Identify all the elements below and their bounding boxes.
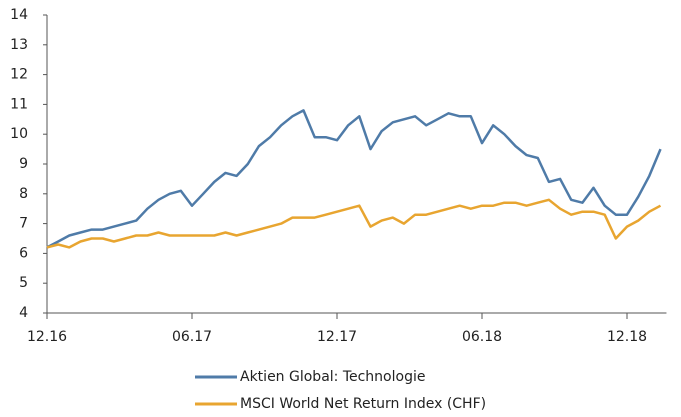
y-tick-label: 11 (10, 96, 28, 112)
series-line (46, 198, 662, 249)
legend-label: MSCI World Net Return Index (CHF) (240, 396, 486, 412)
y-tick-label: 9 (19, 156, 28, 172)
y-tick-label: 7 (19, 216, 28, 232)
y-tick-label: 6 (19, 245, 28, 261)
y-tick-label: 4 (19, 305, 28, 321)
y-tick-label: 8 (19, 186, 28, 202)
y-tick-label: 13 (10, 37, 28, 53)
y-tick-label: 10 (10, 126, 28, 142)
x-tick-label: 12.17 (317, 329, 357, 345)
x-tick-label: 12.16 (27, 329, 67, 345)
x-tick-label: 06.18 (462, 329, 502, 345)
y-tick-label: 14 (10, 7, 28, 23)
legend-label: Aktien Global: Technologie (240, 369, 425, 385)
x-tick-label: 06.17 (172, 329, 212, 345)
y-tick-label: 12 (10, 67, 28, 83)
series-line (46, 109, 662, 249)
y-tick-label: 5 (19, 275, 28, 291)
x-tick-label: 12.18 (607, 329, 647, 345)
